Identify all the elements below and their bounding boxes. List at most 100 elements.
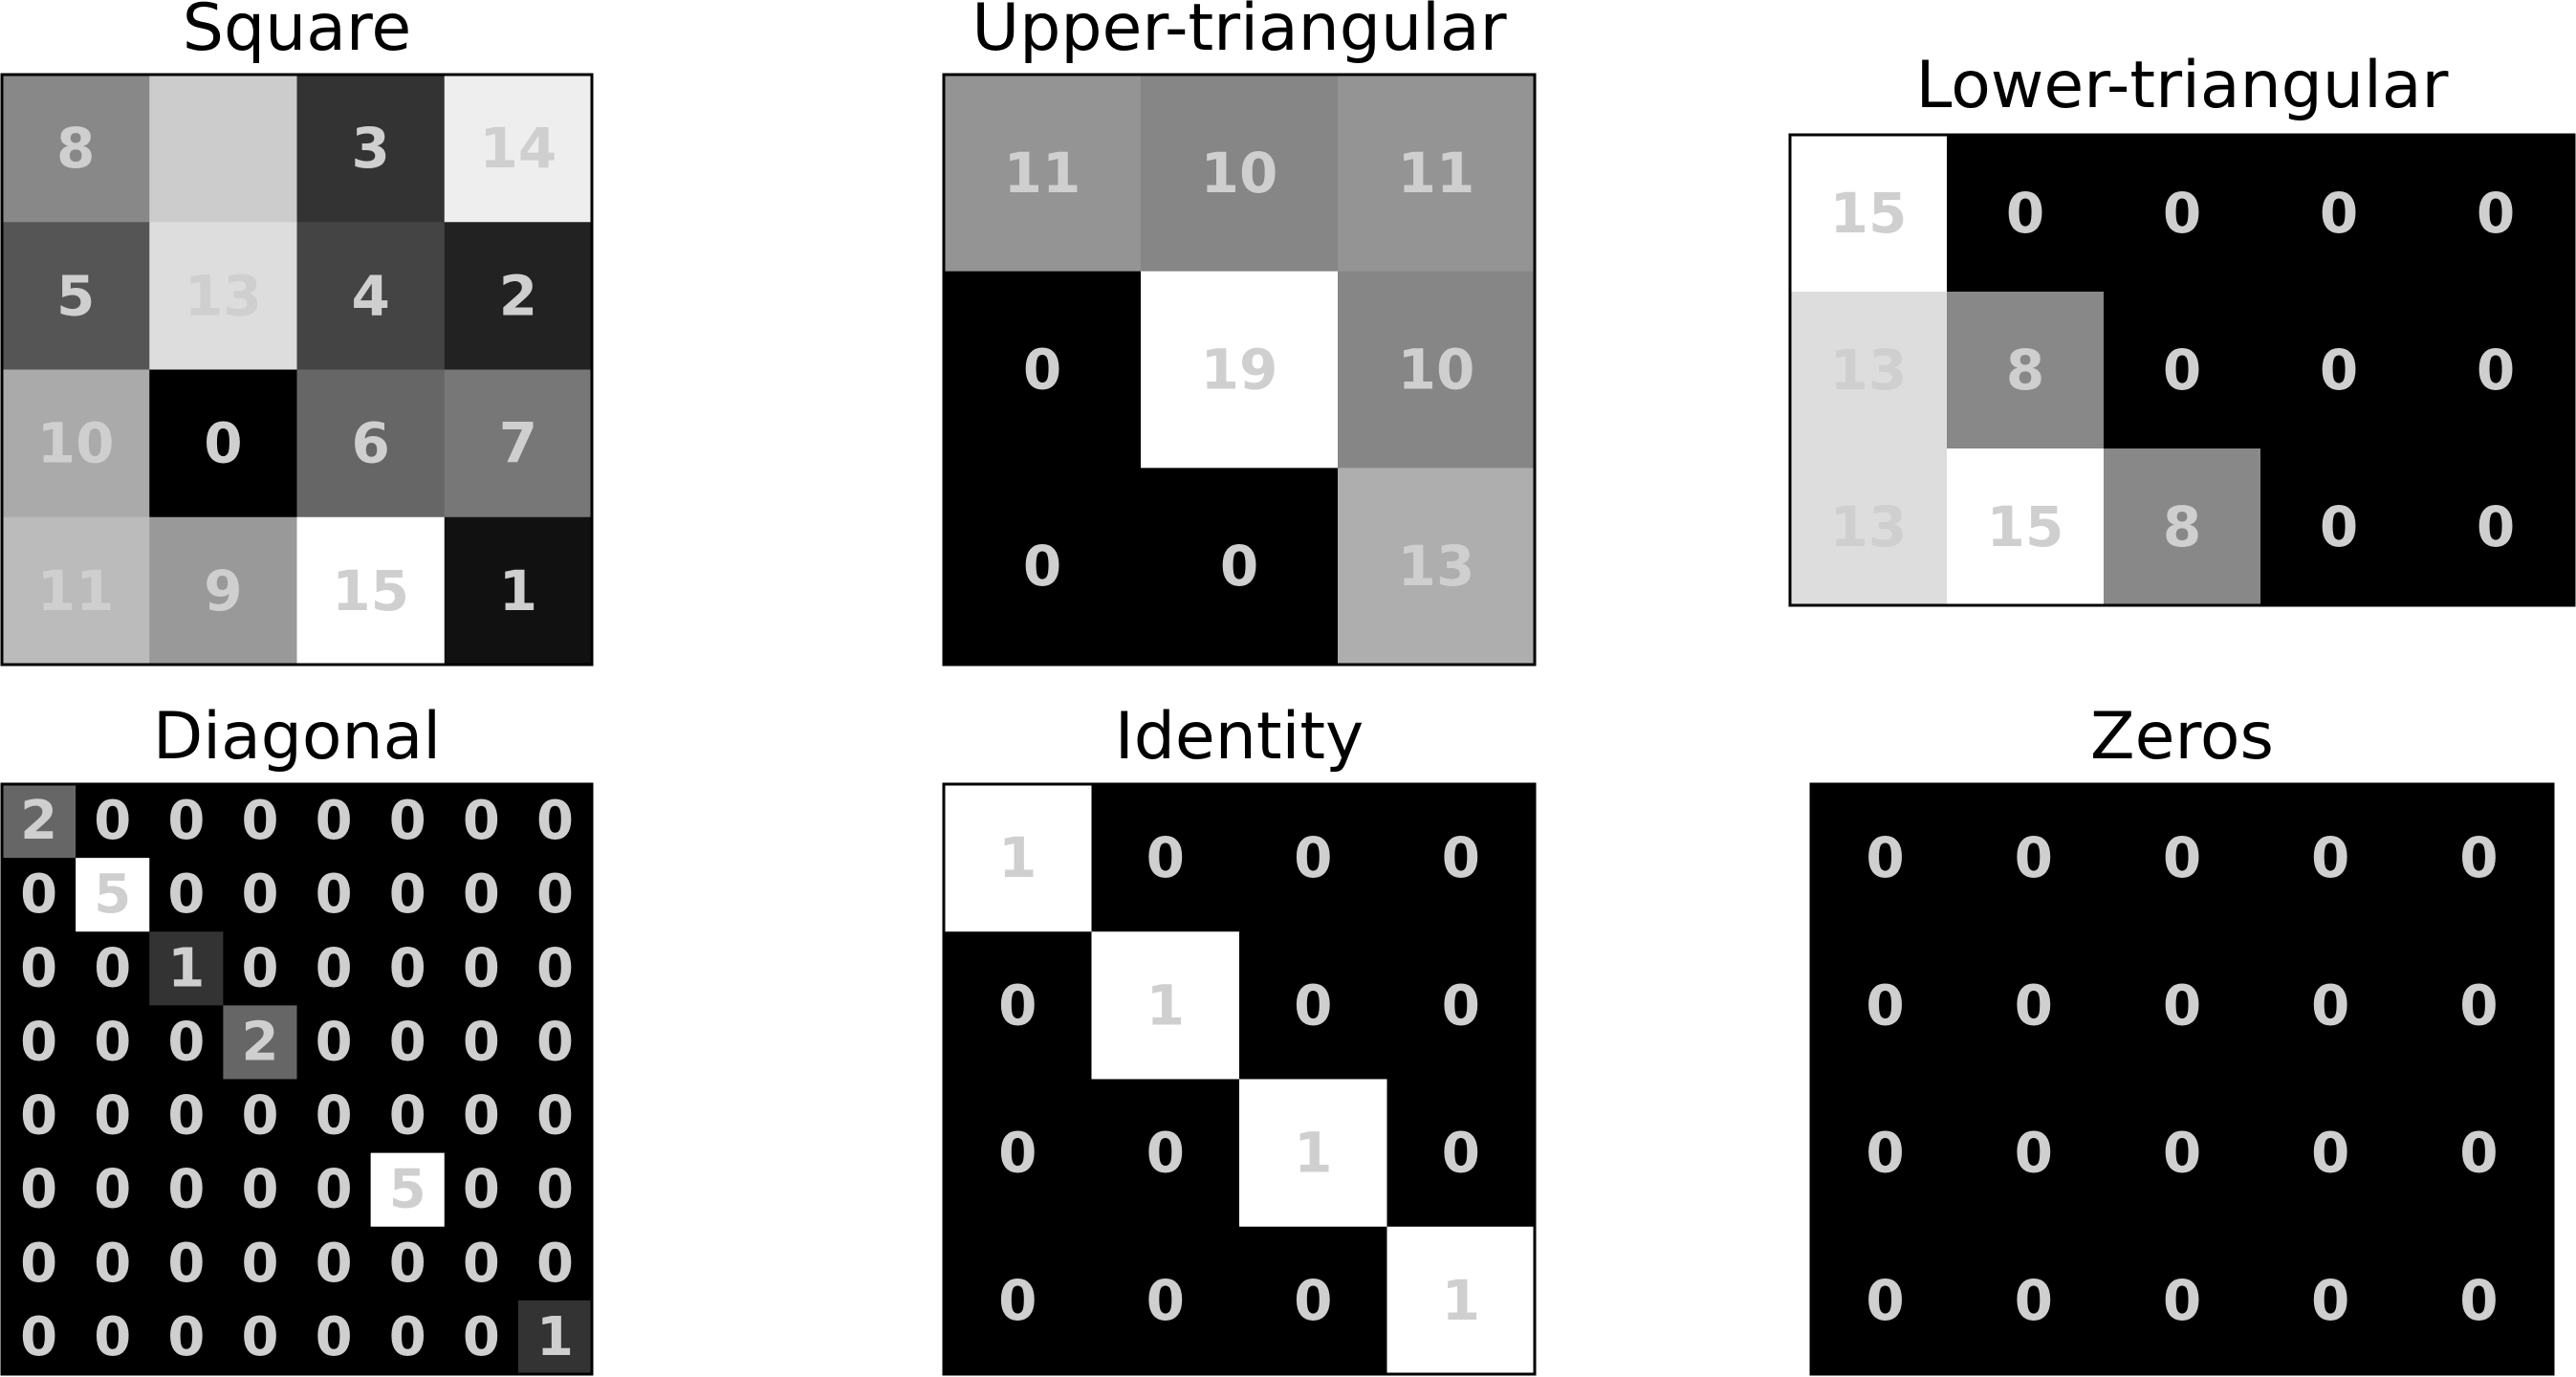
heatmap-cell <box>370 931 446 1006</box>
cell-value-label: 1 <box>536 1306 574 1368</box>
cell-value-label: 13 <box>185 263 262 328</box>
heatmap-cell <box>944 271 1142 469</box>
panel-frame <box>942 73 1537 667</box>
cell-value-label: 0 <box>167 1306 205 1368</box>
heatmap-cell <box>149 1152 224 1228</box>
heatmap-cell <box>517 1152 593 1228</box>
heatmap-cell <box>296 1300 372 1375</box>
heatmap-cell <box>149 1226 224 1301</box>
cell-value-label: 0 <box>2015 1121 2053 1186</box>
heatmap-cell <box>517 1005 593 1081</box>
heatmap-cell <box>296 222 446 371</box>
cell-value-label: 0 <box>2477 338 2515 403</box>
cell-value-label: 0 <box>2477 494 2515 559</box>
cell-value-label: 0 <box>998 1268 1037 1333</box>
heatmap-cell <box>149 1005 224 1081</box>
heatmap-cell <box>2 1005 76 1081</box>
heatmap-cell <box>2 222 150 371</box>
heatmap-cell <box>76 1005 150 1081</box>
heatmap-cell <box>444 1152 519 1228</box>
cell-value-label: 0 <box>536 1085 574 1148</box>
cell-value-label: 0 <box>536 937 574 999</box>
heatmap-cell <box>370 784 446 859</box>
heatmap-cell <box>444 75 593 223</box>
heatmap-cell <box>1386 931 1536 1081</box>
cell-value-label: 0 <box>389 1233 426 1295</box>
cell-value-label: 1 <box>998 825 1037 890</box>
heatmap-cell <box>296 1226 372 1301</box>
heatmap-cell <box>296 858 372 932</box>
cell-value-label: 0 <box>1866 1121 1904 1186</box>
heatmap-cell <box>944 75 1142 273</box>
cell-value-label: 0 <box>2477 181 2515 246</box>
heatmap-cell <box>1386 1226 1536 1375</box>
heatmap-cell <box>296 931 372 1006</box>
cell-value-label: 8 <box>56 116 95 181</box>
heatmap-cell <box>149 931 224 1006</box>
heatmap-cell <box>444 784 519 859</box>
heatmap-cell <box>944 784 1093 932</box>
cell-value-label: 0 <box>463 863 500 926</box>
cell-value-label: 0 <box>2163 338 2201 403</box>
cell-value-label: 0 <box>94 1011 131 1073</box>
heatmap-cell <box>1141 468 1339 666</box>
cell-value-label: 0 <box>316 1233 353 1295</box>
cell-value-label: 0 <box>1023 534 1061 599</box>
heatmap-cell <box>2 1226 76 1301</box>
heatmap-cell <box>149 784 224 859</box>
cell-value-label: 0 <box>2163 1121 2201 1186</box>
cell-value-label: 0 <box>316 1011 353 1073</box>
heatmap-cell <box>1338 468 1536 666</box>
heatmap-cell <box>944 468 1142 666</box>
cell-value-label: 10 <box>1201 141 1278 206</box>
panel-frame <box>0 782 594 1376</box>
cell-value-label: 0 <box>167 1085 205 1148</box>
cell-value-label: 0 <box>94 937 131 999</box>
heatmap-cell <box>76 1079 150 1154</box>
heatmap-cell <box>2104 135 2261 293</box>
heatmap-cell <box>517 1226 593 1301</box>
cell-value-label: 0 <box>20 1233 57 1295</box>
panel-title-lower-triangular: Lower-triangular <box>1916 48 2449 123</box>
cell-value-label: 4 <box>351 263 389 328</box>
heatmap-cell <box>1141 75 1339 273</box>
heatmap-cell <box>444 222 593 371</box>
heatmap-cell <box>2 858 76 932</box>
heatmap-cell <box>2417 292 2575 449</box>
cell-value-label: 0 <box>2311 973 2349 1038</box>
cell-value-label: 14 <box>480 116 557 181</box>
heatmap-cell <box>2 1300 76 1375</box>
heatmap-cell <box>1790 135 1948 293</box>
heatmap-cell <box>2107 784 2258 932</box>
cell-value-label: 0 <box>2006 181 2044 246</box>
cell-value-label: 1 <box>167 937 205 999</box>
heatmap-cell <box>223 1226 298 1301</box>
heatmap-cell <box>76 858 150 932</box>
cell-value-label: 0 <box>1146 1121 1185 1186</box>
panel-frame <box>942 782 1537 1376</box>
heatmap-cell <box>149 516 298 666</box>
heatmap-cell <box>444 858 519 932</box>
cell-value-label: 0 <box>20 1085 57 1148</box>
heatmap-cell <box>944 931 1093 1081</box>
heatmap-cell <box>444 369 593 518</box>
cell-value-label: 0 <box>241 1159 278 1221</box>
cell-value-label: 19 <box>1201 338 1278 403</box>
cell-value-label: 0 <box>167 863 205 926</box>
cell-value-label: 0 <box>167 1011 205 1073</box>
heatmap-cell <box>223 784 298 859</box>
cell-value-label: 0 <box>1146 1268 1185 1333</box>
cell-value-label: 0 <box>389 1085 426 1148</box>
heatmap-cell <box>2260 135 2418 293</box>
heatmap-cell <box>1959 931 2108 1081</box>
cell-value-label: 0 <box>241 863 278 926</box>
cell-value-label: 0 <box>241 1306 278 1368</box>
cell-value-label: 0 <box>241 1233 278 1295</box>
cell-value-label: 6 <box>351 411 389 476</box>
panel-title-upper-triangular: Upper-triangular <box>971 0 1506 66</box>
cell-value-label: 15 <box>1830 181 1908 246</box>
heatmap-cell <box>1091 931 1240 1081</box>
heatmap-cell <box>1790 292 1948 449</box>
heatmap-cell <box>517 1079 593 1154</box>
